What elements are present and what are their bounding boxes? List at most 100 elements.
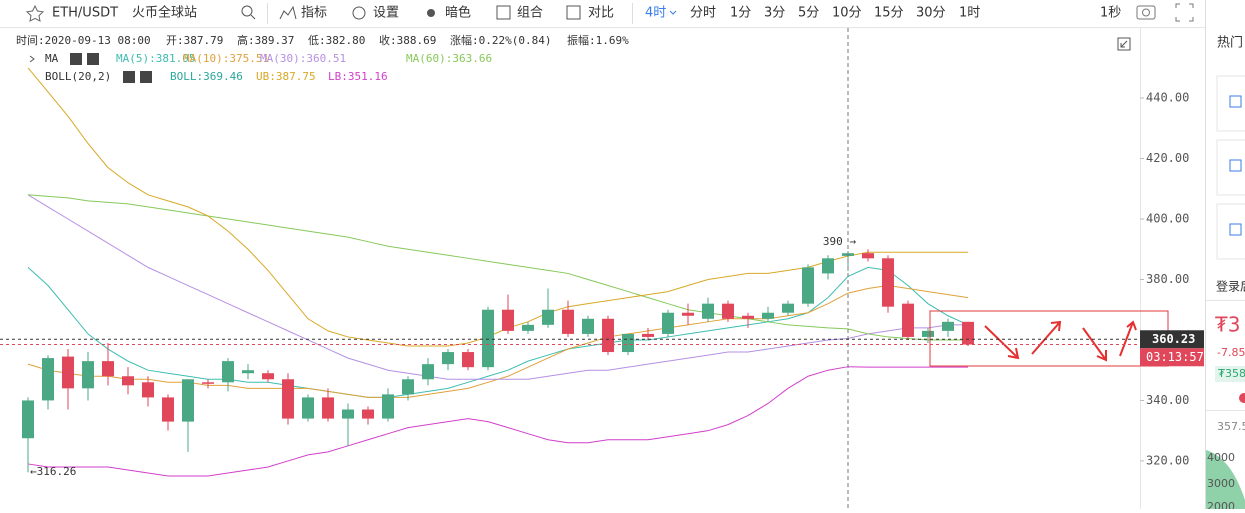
depth-tick: 2000 xyxy=(1207,500,1235,509)
interval[interactable]: 1时 xyxy=(959,6,980,21)
info: 时间:2020-09-13 08:00 xyxy=(16,34,151,47)
indicator-close[interactable] xyxy=(87,53,99,65)
candle-body xyxy=(502,309,514,331)
candle-body xyxy=(462,352,474,368)
interval[interactable]: 15分 xyxy=(874,6,904,21)
candle-body xyxy=(722,303,734,319)
min-annotation: ←316.26 xyxy=(30,465,76,478)
info: 收:388.69 xyxy=(379,33,436,47)
interval-active[interactable]: 4时 xyxy=(645,6,666,21)
settings-icon xyxy=(352,6,366,20)
plot-area xyxy=(22,67,974,477)
candle-body xyxy=(342,409,354,419)
checkbox[interactable] xyxy=(1229,95,1242,108)
candle-body xyxy=(382,394,394,419)
candle-body xyxy=(902,303,914,337)
depth-tick: 4000 xyxy=(1207,451,1235,464)
toolbar xyxy=(0,0,1205,27)
candle-body xyxy=(102,361,114,377)
expand-icon[interactable] xyxy=(1117,37,1131,51)
candle-body xyxy=(562,309,574,334)
collapse-icon[interactable] xyxy=(29,55,35,63)
interval[interactable]: 3分 xyxy=(764,6,785,21)
candle-body xyxy=(662,312,674,334)
checkbox[interactable] xyxy=(1229,223,1242,236)
tool[interactable]: 组合 xyxy=(517,6,543,21)
candle-body xyxy=(242,370,254,374)
panel-card xyxy=(1216,75,1245,132)
drawn-arrows xyxy=(984,320,1137,362)
candle-body xyxy=(482,309,494,368)
legend-entry: MA(10):375.51 xyxy=(183,52,269,65)
legend-entry: MA(60):363.66 xyxy=(406,52,492,65)
indicator-name: MA xyxy=(45,52,59,65)
legend-text: BOLL:369.46 xyxy=(170,70,243,83)
y-tick-label: 340.00 xyxy=(1146,393,1189,407)
y-tick-label: 380.00 xyxy=(1146,272,1189,286)
candle-body xyxy=(142,382,154,398)
candle-body xyxy=(762,312,774,319)
candle-body xyxy=(162,397,174,422)
candle-body xyxy=(962,321,974,345)
legend-entry: MA(5):381.05 xyxy=(116,52,195,65)
info: 低:382.80 xyxy=(308,34,365,47)
pair[interactable]: ETH/USDT xyxy=(52,6,118,21)
candle-body xyxy=(182,379,194,422)
login-hint[interactable]: 登录后 xyxy=(1216,279,1245,294)
candle-body xyxy=(542,309,554,325)
indicator-close[interactable] xyxy=(140,71,152,83)
indicator-line xyxy=(27,266,969,398)
legend-entry: LB:351.16 xyxy=(328,70,388,83)
indicator-settings[interactable] xyxy=(123,71,135,83)
interval[interactable]: 10分 xyxy=(832,6,862,21)
candle-body xyxy=(682,312,694,316)
indicator-icon xyxy=(279,5,297,20)
interval[interactable]: 30分 xyxy=(916,6,946,21)
interval[interactable]: 分时 xyxy=(690,6,716,21)
candle-body xyxy=(922,330,934,337)
tool[interactable]: 指标 xyxy=(301,6,327,21)
price-change: -7.85 xyxy=(1217,346,1245,359)
exchange: 火币全球站 xyxy=(132,5,197,21)
depth-area xyxy=(1206,450,1245,509)
candle-body xyxy=(402,379,414,395)
candle-body xyxy=(862,253,874,259)
candle-body xyxy=(362,409,374,419)
compare-icon xyxy=(566,5,581,20)
countdown: 03:13:57 xyxy=(1146,350,1204,364)
screenshot-icon[interactable] xyxy=(1136,5,1156,20)
dropdown-icon xyxy=(669,10,677,15)
checkbox[interactable] xyxy=(1229,159,1242,172)
search-icon[interactable] xyxy=(241,5,253,17)
indicator-line xyxy=(27,194,968,380)
combo-icon xyxy=(496,5,511,20)
speed[interactable]: 1秒 xyxy=(1100,6,1121,21)
candle-body xyxy=(742,315,754,319)
candle-body xyxy=(82,361,94,389)
tool[interactable]: 暗色 xyxy=(445,5,471,21)
countdown-tag xyxy=(1140,348,1204,367)
tool[interactable]: 对比 xyxy=(588,6,614,21)
candle-body xyxy=(202,382,214,384)
candle-body xyxy=(322,397,334,419)
candle-body xyxy=(22,400,34,439)
candle-body xyxy=(782,303,794,313)
candle-body xyxy=(42,358,54,401)
last-price: ₮3 xyxy=(1215,313,1240,337)
y-tick-label: 440.00 xyxy=(1146,91,1189,105)
interval[interactable]: 1分 xyxy=(730,6,751,21)
candle-body xyxy=(602,318,614,353)
candle-body xyxy=(222,361,234,383)
indicator-line xyxy=(27,67,968,347)
candle-body xyxy=(822,258,834,274)
indicator-settings[interactable] xyxy=(70,53,82,65)
fullscreen-icon[interactable] xyxy=(1175,3,1194,22)
tool[interactable]: 设置 xyxy=(373,6,399,21)
y-tick-label: 420.00 xyxy=(1146,151,1189,165)
search-icon xyxy=(250,14,256,20)
favorite-icon[interactable] xyxy=(25,4,45,22)
price-badge xyxy=(1215,366,1245,382)
candle-body xyxy=(282,379,294,419)
interval[interactable]: 5分 xyxy=(798,6,819,21)
